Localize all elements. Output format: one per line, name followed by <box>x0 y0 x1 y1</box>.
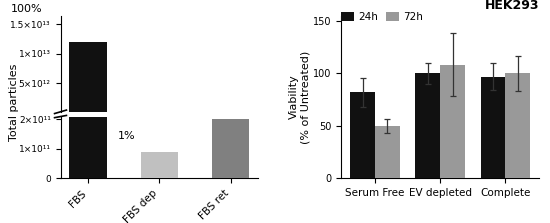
Bar <box>505 73 530 178</box>
Bar <box>69 0 107 178</box>
Legend: 24h, 72h: 24h, 72h <box>341 12 423 22</box>
Text: HEK293: HEK293 <box>485 0 539 12</box>
Y-axis label: Viability
(% of Untreated): Viability (% of Untreated) <box>289 50 310 144</box>
Bar <box>440 65 465 178</box>
Bar <box>141 112 178 113</box>
Bar <box>481 76 505 178</box>
Bar <box>212 112 249 113</box>
Text: Total particles: Total particles <box>9 64 19 141</box>
Bar <box>350 92 375 178</box>
Bar <box>141 152 178 178</box>
Text: 1%: 1% <box>118 131 135 141</box>
Bar <box>69 42 107 113</box>
Bar <box>375 126 400 178</box>
Text: 100%: 100% <box>11 4 43 14</box>
Bar <box>212 120 249 178</box>
Bar <box>415 73 440 178</box>
